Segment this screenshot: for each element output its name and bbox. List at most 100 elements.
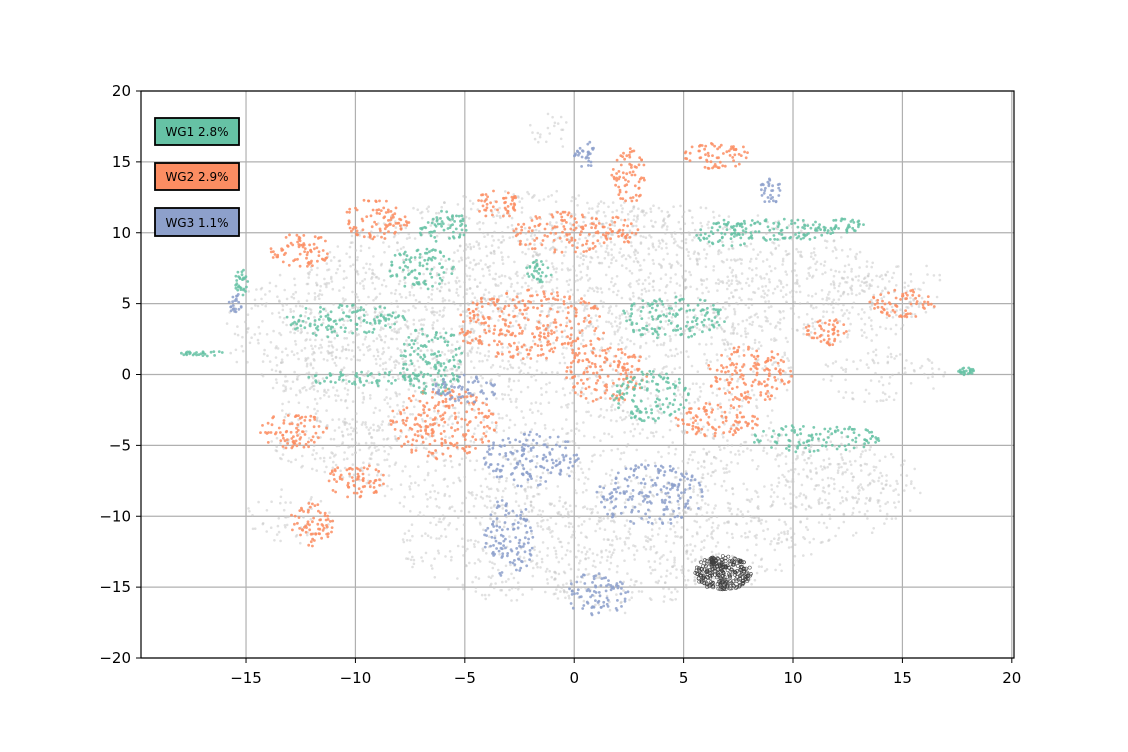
background-point <box>390 488 393 491</box>
background-point <box>246 360 249 364</box>
background-point <box>786 530 790 533</box>
background-point <box>416 335 420 338</box>
background-point <box>369 397 372 400</box>
background-point <box>726 389 730 392</box>
background-point <box>776 285 779 288</box>
background-point <box>491 510 494 513</box>
background-point <box>627 218 630 221</box>
background-point <box>573 530 576 533</box>
background-point <box>523 274 526 277</box>
background-point <box>858 266 861 269</box>
background-point <box>689 453 692 457</box>
wg2-point <box>326 535 330 539</box>
background-point <box>870 265 873 269</box>
background-point <box>599 516 602 519</box>
background-point <box>850 514 854 517</box>
background-point <box>566 431 570 435</box>
background-point <box>510 572 513 576</box>
background-point <box>257 500 260 504</box>
background-point <box>804 508 808 511</box>
background-point <box>316 409 319 413</box>
background-point <box>822 302 825 306</box>
background-point <box>740 272 744 275</box>
background-point <box>648 565 652 569</box>
background-point <box>795 496 798 499</box>
background-point <box>531 574 535 578</box>
background-point <box>472 245 476 248</box>
background-point <box>840 366 843 370</box>
background-point <box>471 268 475 271</box>
background-point <box>600 555 604 559</box>
background-point <box>806 528 810 531</box>
background-point <box>852 507 855 510</box>
background-point <box>493 277 497 281</box>
background-point <box>567 269 570 272</box>
background-point <box>303 314 307 318</box>
background-point <box>713 418 717 422</box>
background-point <box>549 322 552 325</box>
background-point <box>265 530 269 533</box>
background-point <box>478 220 481 224</box>
background-point <box>621 207 624 210</box>
background-point <box>838 462 841 466</box>
background-point <box>426 460 429 464</box>
background-point <box>552 341 555 345</box>
background-point <box>881 391 885 394</box>
background-point <box>705 519 708 522</box>
background-point <box>310 374 314 378</box>
background-point <box>369 426 373 430</box>
background-point <box>596 522 599 526</box>
background-point <box>624 315 628 319</box>
background-point <box>405 237 409 240</box>
background-point <box>540 387 543 390</box>
background-point <box>819 541 823 544</box>
background-point <box>662 600 666 603</box>
background-point <box>299 541 302 545</box>
background-point <box>434 523 438 527</box>
wg2-point <box>288 233 291 237</box>
background-point <box>261 360 265 363</box>
wg2-point <box>271 256 275 259</box>
background-point <box>507 577 510 581</box>
background-point <box>387 322 390 326</box>
background-point <box>610 435 614 439</box>
background-point <box>877 476 881 480</box>
background-point <box>460 457 464 461</box>
background-point <box>903 286 906 289</box>
background-point <box>453 251 456 254</box>
background-point <box>653 368 656 371</box>
background-point <box>644 357 648 361</box>
background-point <box>855 293 858 297</box>
background-point <box>666 225 669 228</box>
background-point <box>718 317 722 320</box>
background-point <box>823 260 827 264</box>
background-point <box>535 554 539 557</box>
background-point <box>581 471 585 475</box>
background-point <box>660 209 664 213</box>
background-point <box>602 416 606 419</box>
background-point <box>802 323 806 326</box>
background-point <box>870 304 874 307</box>
background-point <box>375 348 379 352</box>
background-point <box>777 364 780 368</box>
background-point <box>665 574 668 578</box>
background-point <box>500 274 504 277</box>
wg2-point <box>290 437 294 440</box>
background-point <box>617 343 620 346</box>
background-point <box>730 282 733 286</box>
background-point <box>792 480 795 483</box>
background-point <box>507 426 511 430</box>
background-point <box>791 461 795 465</box>
background-point <box>667 452 670 455</box>
background-point <box>741 319 745 323</box>
background-point <box>361 343 365 346</box>
background-point <box>726 287 729 291</box>
background-point <box>436 287 439 291</box>
background-point <box>641 282 645 286</box>
background-point <box>592 559 596 563</box>
background-point <box>770 488 774 491</box>
background-point <box>645 474 648 478</box>
background-point <box>485 430 488 434</box>
background-point <box>723 329 726 333</box>
background-point <box>549 278 553 282</box>
